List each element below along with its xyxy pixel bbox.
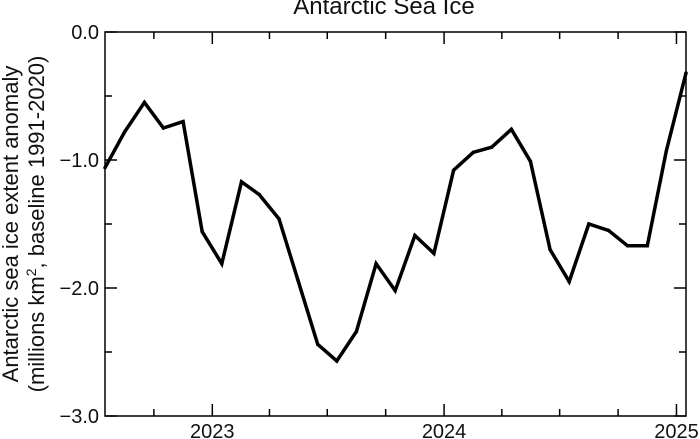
y-axis-title-unit-superscript: 2 bbox=[23, 268, 39, 276]
data-point bbox=[432, 251, 436, 256]
chart-title: Antarctic Sea Ice bbox=[293, 0, 474, 20]
data-point bbox=[296, 278, 300, 283]
data-point bbox=[606, 228, 611, 233]
x-tick-label: 2024 bbox=[422, 421, 467, 439]
data-point bbox=[471, 150, 476, 155]
data-point bbox=[684, 71, 688, 75]
data-point bbox=[161, 126, 166, 130]
y-axis-title-line2-suffix: , baseline 1991-2020) bbox=[24, 56, 49, 269]
data-point bbox=[489, 145, 494, 149]
series-line bbox=[103, 72, 688, 364]
x-tick-label: 2025 bbox=[654, 421, 699, 439]
x-tick-label: 2023 bbox=[190, 421, 235, 439]
data-point bbox=[625, 244, 630, 248]
y-tick-label: −2.0 bbox=[60, 278, 99, 300]
data-point bbox=[664, 149, 669, 153]
data-point bbox=[335, 359, 339, 363]
data-point bbox=[374, 261, 378, 266]
data-point bbox=[413, 233, 417, 238]
data-point bbox=[315, 342, 320, 347]
data-point bbox=[645, 244, 650, 248]
data-point bbox=[239, 180, 244, 184]
data-point bbox=[142, 100, 147, 105]
y-tick-label: −1.0 bbox=[60, 150, 99, 172]
data-point bbox=[567, 279, 571, 284]
data-point bbox=[200, 229, 204, 234]
plot-frame bbox=[104, 31, 687, 417]
y-axis-title-line2-prefix: (millions km bbox=[24, 276, 49, 392]
data-point bbox=[103, 165, 107, 170]
data-point bbox=[354, 329, 359, 334]
data-point bbox=[548, 247, 552, 252]
data-point bbox=[587, 222, 591, 226]
data-point bbox=[277, 217, 281, 221]
y-axis-title-line2: (millions km2, baseline 1991-2020) bbox=[23, 56, 49, 393]
data-point bbox=[122, 130, 127, 134]
data-point bbox=[451, 168, 456, 172]
data-point bbox=[393, 288, 397, 293]
data-point bbox=[257, 192, 262, 197]
y-tick-label: −3.0 bbox=[60, 406, 99, 428]
y-axis-title-line1: Antarctic sea ice extent anomaly bbox=[0, 66, 23, 383]
y-tick-label: 0.0 bbox=[71, 22, 99, 44]
y-axis-title: Antarctic sea ice extent anomaly (millio… bbox=[0, 56, 49, 393]
data-point bbox=[220, 261, 224, 266]
data-point bbox=[509, 127, 514, 132]
data-point bbox=[528, 159, 533, 164]
data-point bbox=[181, 119, 185, 124]
